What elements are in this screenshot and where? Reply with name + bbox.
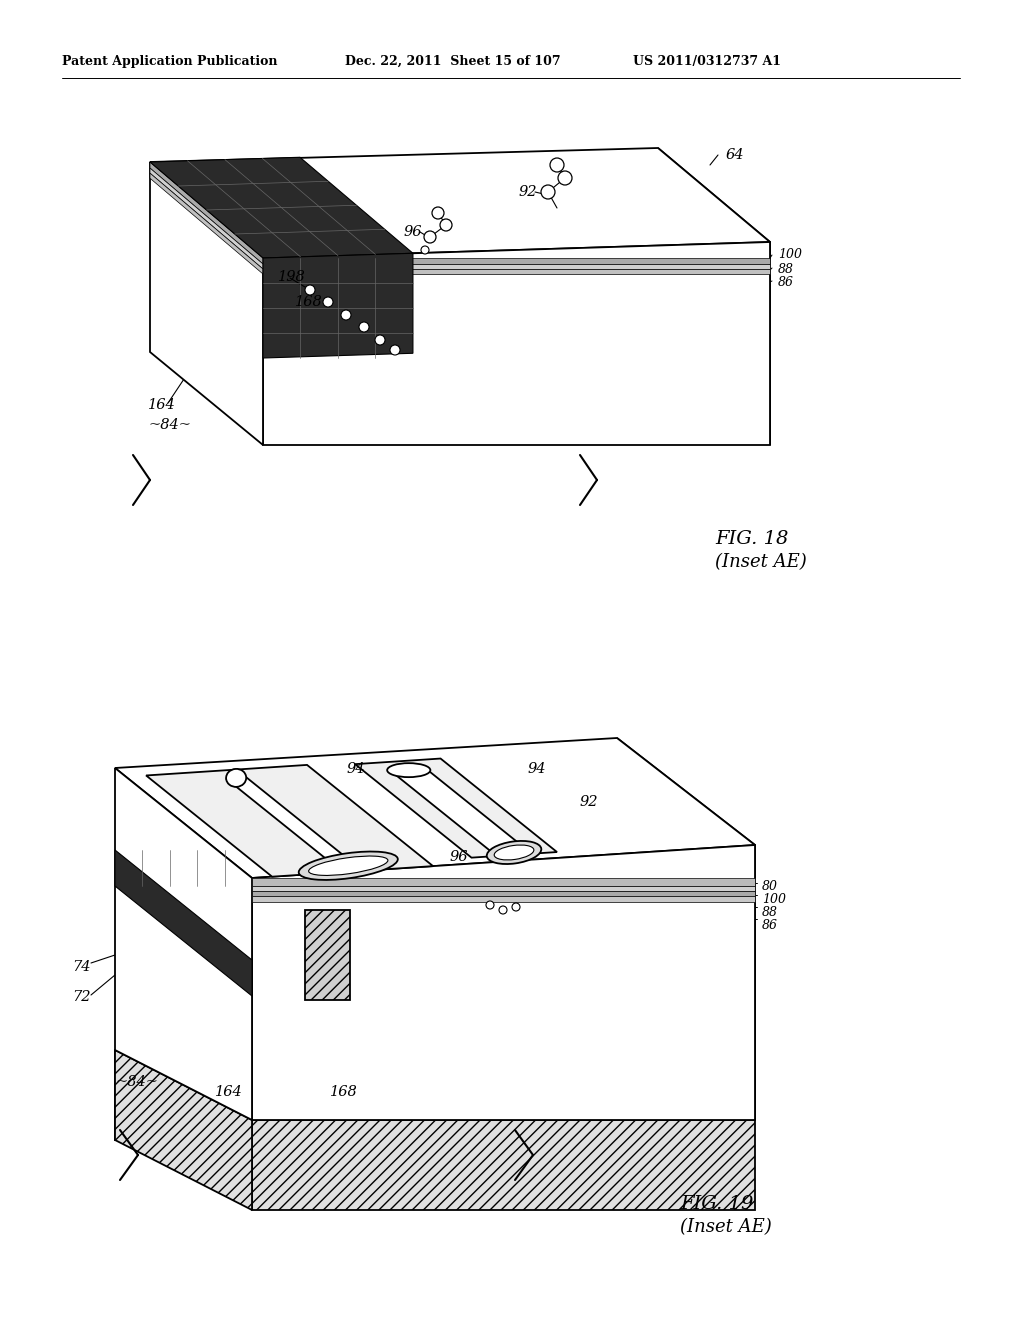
Polygon shape [355, 759, 557, 858]
Polygon shape [150, 157, 413, 257]
Text: Dec. 22, 2011  Sheet 15 of 107: Dec. 22, 2011 Sheet 15 of 107 [345, 55, 560, 69]
Circle shape [421, 246, 429, 253]
Polygon shape [150, 173, 263, 275]
Polygon shape [252, 891, 755, 896]
Text: 64: 64 [726, 148, 744, 162]
Text: FIG. 18: FIG. 18 [715, 531, 788, 548]
Polygon shape [115, 738, 755, 878]
Text: 198: 198 [278, 271, 306, 284]
Text: 92: 92 [519, 185, 538, 199]
Ellipse shape [387, 763, 430, 777]
Circle shape [541, 185, 555, 199]
Circle shape [499, 906, 507, 913]
Ellipse shape [308, 857, 388, 875]
Polygon shape [658, 148, 770, 445]
Text: 100: 100 [762, 894, 786, 906]
Text: 72: 72 [72, 990, 90, 1005]
Polygon shape [263, 253, 413, 358]
Text: 96: 96 [404, 224, 423, 239]
Text: ~84~: ~84~ [115, 1074, 158, 1089]
Circle shape [424, 231, 436, 243]
Polygon shape [115, 950, 755, 1140]
Polygon shape [115, 768, 252, 1119]
Text: 164: 164 [215, 1085, 243, 1100]
Text: 74: 74 [72, 960, 90, 974]
Polygon shape [391, 770, 525, 850]
Text: 86: 86 [762, 919, 778, 932]
Circle shape [512, 903, 520, 911]
Text: 80: 80 [762, 880, 778, 894]
Circle shape [341, 310, 351, 319]
Circle shape [390, 345, 400, 355]
Polygon shape [252, 1119, 755, 1210]
Text: (Inset AE): (Inset AE) [680, 1218, 772, 1236]
Text: (Inset AE): (Inset AE) [715, 553, 807, 572]
Text: 100: 100 [778, 248, 802, 261]
Polygon shape [226, 777, 362, 873]
Polygon shape [263, 264, 770, 269]
Polygon shape [150, 162, 263, 445]
Polygon shape [252, 845, 755, 1119]
Circle shape [375, 335, 385, 345]
Text: 92: 92 [580, 795, 598, 809]
Circle shape [550, 158, 564, 172]
Text: 94: 94 [347, 762, 366, 776]
Text: FIG. 19: FIG. 19 [680, 1195, 754, 1213]
Text: 164: 164 [148, 399, 176, 412]
Text: Patent Application Publication: Patent Application Publication [62, 55, 278, 69]
Circle shape [440, 219, 452, 231]
Text: 86: 86 [778, 276, 794, 289]
Polygon shape [263, 269, 770, 275]
Text: 96: 96 [450, 850, 469, 865]
Ellipse shape [486, 841, 542, 865]
Text: 168: 168 [295, 294, 323, 309]
Text: 88: 88 [778, 263, 794, 276]
Ellipse shape [299, 851, 397, 880]
Circle shape [558, 172, 572, 185]
Polygon shape [252, 878, 755, 886]
Circle shape [432, 207, 444, 219]
Circle shape [486, 902, 494, 909]
Polygon shape [252, 896, 755, 902]
Polygon shape [150, 168, 263, 269]
Polygon shape [252, 886, 755, 891]
Ellipse shape [226, 768, 246, 787]
Polygon shape [150, 162, 263, 264]
Text: 88: 88 [762, 906, 778, 919]
Circle shape [359, 322, 369, 333]
Polygon shape [305, 909, 350, 1001]
Text: 168: 168 [330, 1085, 357, 1100]
Text: US 2011/0312737 A1: US 2011/0312737 A1 [633, 55, 781, 69]
Ellipse shape [495, 845, 534, 859]
Polygon shape [263, 257, 770, 264]
Text: 94: 94 [528, 762, 547, 776]
Polygon shape [146, 764, 433, 876]
Polygon shape [150, 148, 770, 257]
Polygon shape [115, 850, 252, 997]
Circle shape [323, 297, 333, 308]
Text: ~84~: ~84~ [148, 418, 191, 432]
Polygon shape [263, 242, 770, 445]
Circle shape [305, 285, 315, 294]
Polygon shape [617, 738, 755, 1119]
Polygon shape [115, 1049, 252, 1210]
